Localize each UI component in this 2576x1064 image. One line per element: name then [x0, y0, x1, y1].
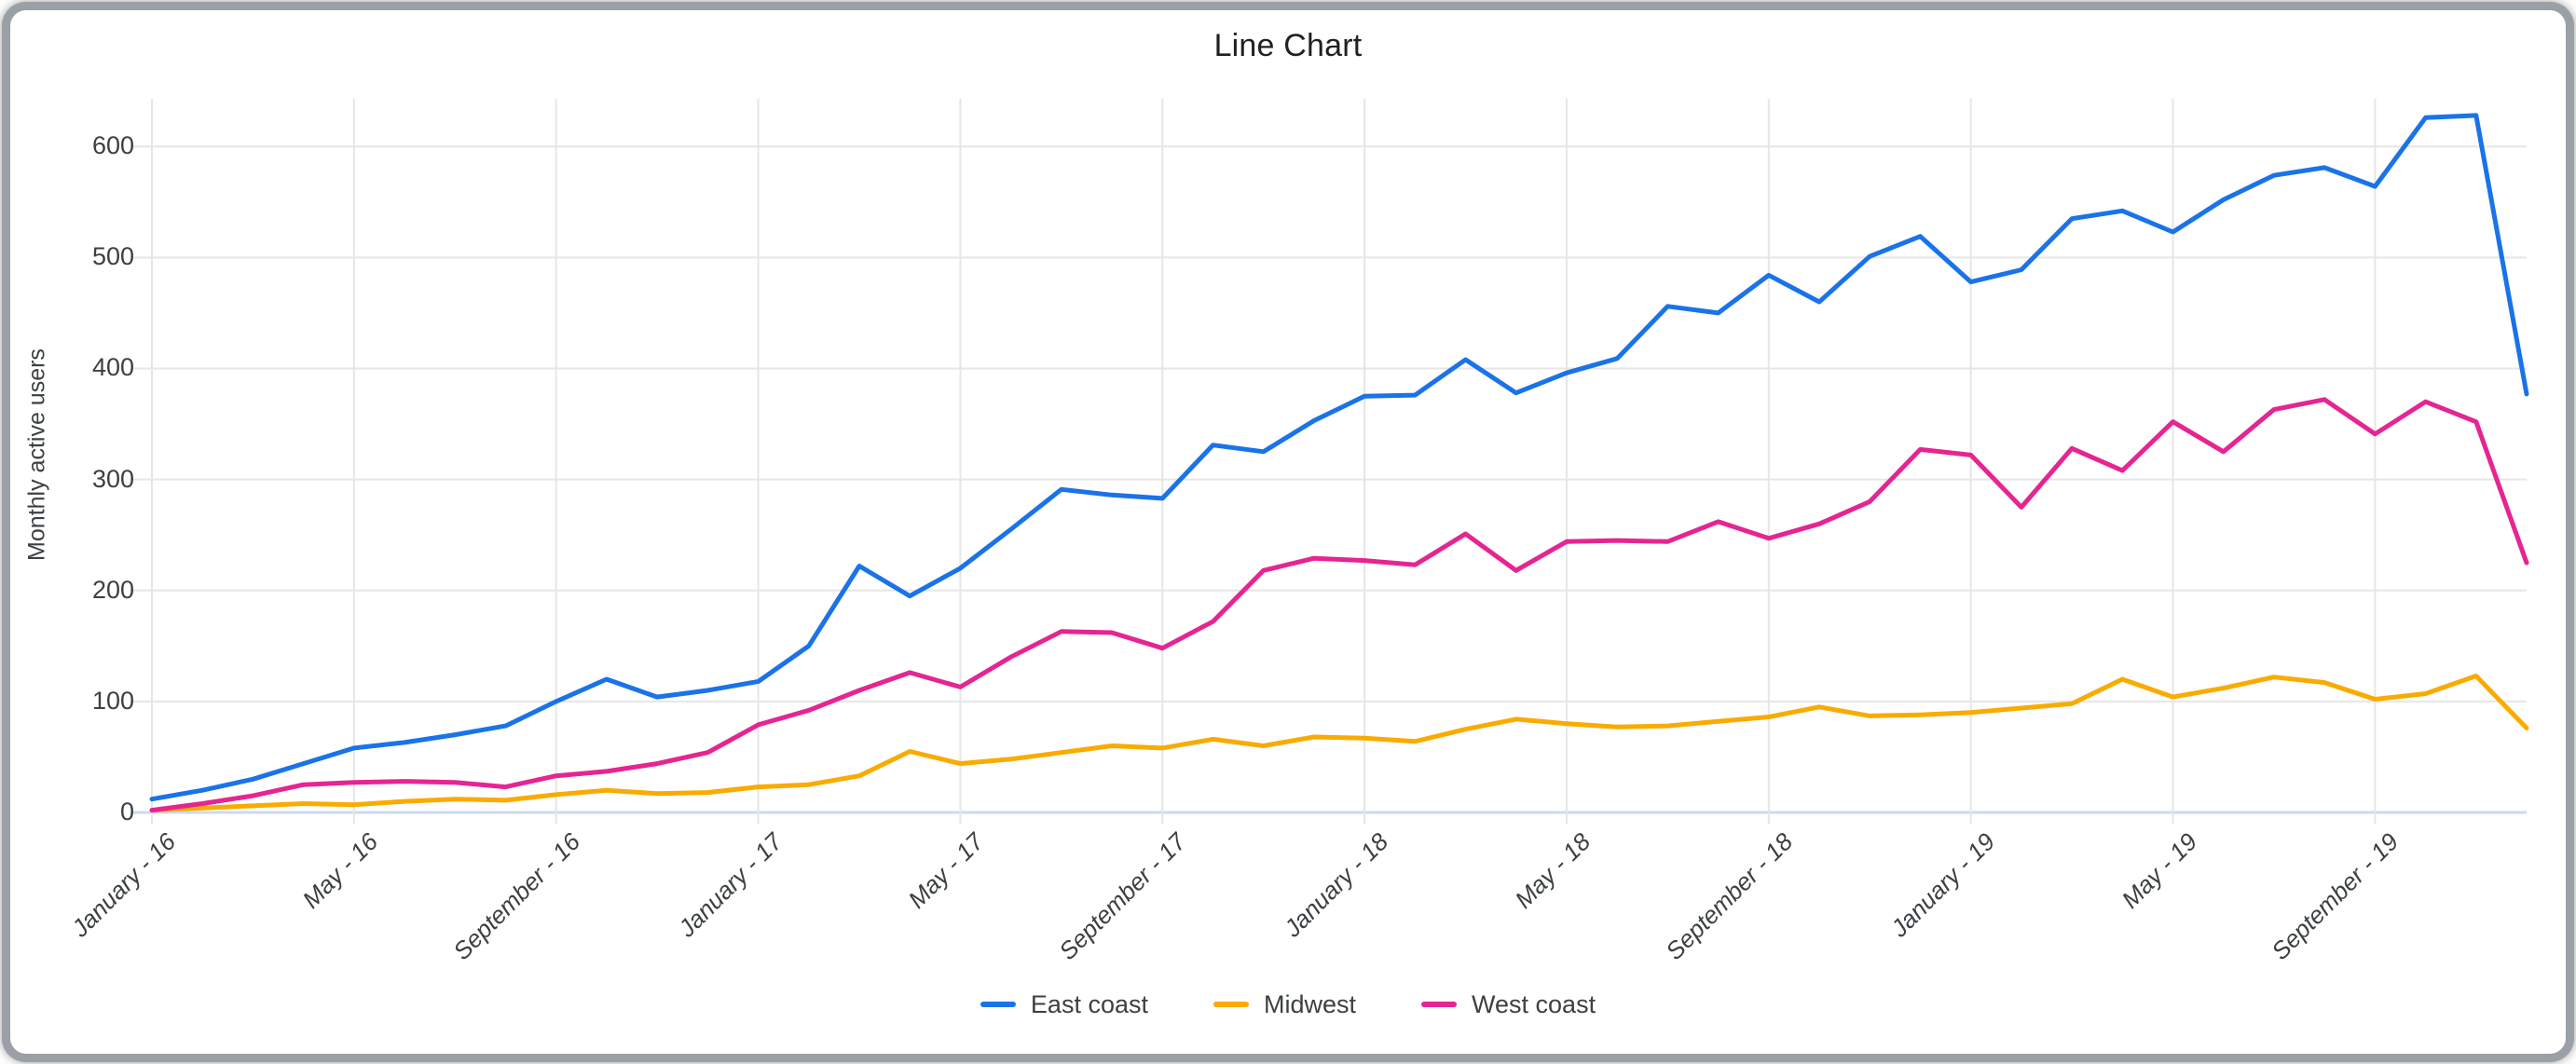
- y-tick-label: 600: [91, 131, 134, 160]
- y-tick-label: 100: [91, 686, 134, 715]
- legend-swatch-icon: [1213, 1002, 1249, 1007]
- series-line-midwest: [149, 674, 2529, 813]
- y-tick-label: 500: [91, 242, 134, 271]
- legend-item-midwest[interactable]: Midwest: [1213, 990, 1356, 1019]
- legend: East coast Midwest West coast: [0, 982, 2576, 1027]
- legend-item-east-coast[interactable]: East coast: [980, 990, 1148, 1019]
- y-tick-label: 0: [119, 798, 134, 825]
- legend-label: Midwest: [1263, 989, 1357, 1018]
- y-tick-label: 400: [91, 353, 134, 382]
- y-tick-label: 300: [91, 464, 134, 493]
- legend-swatch-icon: [980, 1002, 1016, 1007]
- legend-item-west-coast[interactable]: West coast: [1421, 990, 1596, 1019]
- legend-swatch-icon: [1421, 1002, 1458, 1007]
- chart-title: Line Chart: [1213, 28, 1363, 63]
- legend-label: West coast: [1472, 989, 1596, 1018]
- series-line-west-coast: [149, 397, 2529, 813]
- legend-label: East coast: [1030, 989, 1148, 1018]
- y-tick-label: 200: [91, 575, 134, 604]
- series-line-east-coast: [149, 113, 2529, 802]
